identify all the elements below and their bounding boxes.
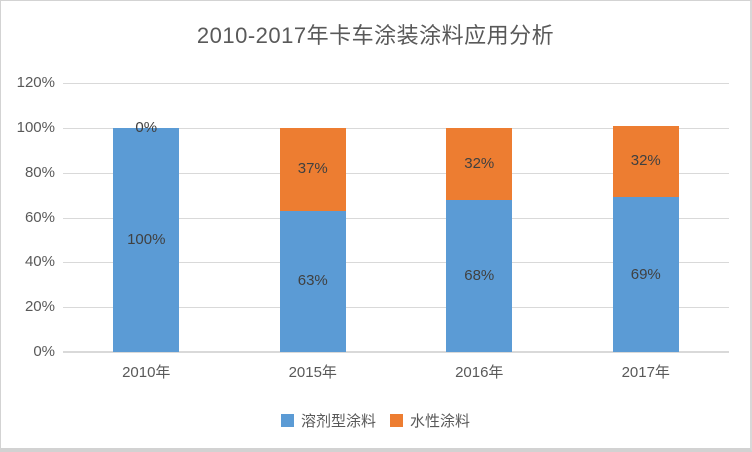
bar-value-label: 68% <box>464 266 495 284</box>
legend-item-1: 水性涂料 <box>390 410 470 431</box>
bar-segment-0-1 <box>279 210 346 352</box>
gridline <box>63 307 729 308</box>
y-axis-tick-label: 60% <box>24 208 55 226</box>
gridline <box>63 218 729 219</box>
bar-value-label: 63% <box>297 272 328 290</box>
bar-value-label: 32% <box>630 152 661 170</box>
x-axis-category-label: 2017年 <box>621 364 670 381</box>
x-axis-category-label: 2010年 <box>122 364 171 381</box>
bar-value-label: 69% <box>630 265 661 283</box>
bar-value-label: 32% <box>464 154 495 172</box>
bar-segment-0-3 <box>612 197 679 352</box>
y-axis-tick-label: 20% <box>24 298 55 316</box>
bar-segment-0-0 <box>113 127 180 352</box>
y-axis-tick-label: 40% <box>24 253 55 271</box>
y-axis-tick-label: 0% <box>33 343 55 360</box>
y-axis-tick-label: 80% <box>24 163 55 181</box>
gridline <box>63 128 729 129</box>
gridline <box>63 83 729 84</box>
gridline <box>63 262 729 263</box>
legend-label: 水性涂料 <box>410 413 471 430</box>
legend-swatch-icon <box>390 414 403 427</box>
legend-item-0: 溶剂型涂料 <box>280 410 376 431</box>
bar-value-label: 37% <box>297 160 328 178</box>
bar-segment-1-2 <box>446 127 513 200</box>
bar-segment-1-3 <box>612 125 679 198</box>
legend-swatch-icon <box>280 414 294 427</box>
bar-value-label: 0% <box>135 118 158 136</box>
legend: 溶剂型涂料 水性涂料 <box>1 410 750 431</box>
x-axis-category-label: 2015年 <box>288 364 337 381</box>
chart-title: 2010-2017年卡车涂装涂料应用分析 <box>196 23 555 48</box>
legend-label: 溶剂型涂料 <box>300 413 376 430</box>
bar-value-label: 100% <box>127 230 166 248</box>
y-axis-tick-label: 100% <box>16 118 55 136</box>
x-axis-category-label: 2016年 <box>455 364 504 381</box>
y-axis-tick-label: 120% <box>16 74 55 91</box>
bar-segment-1-1 <box>279 127 346 211</box>
gridline <box>63 173 729 174</box>
bar-segment-0-2 <box>446 199 513 352</box>
x-axis-line <box>63 351 729 353</box>
